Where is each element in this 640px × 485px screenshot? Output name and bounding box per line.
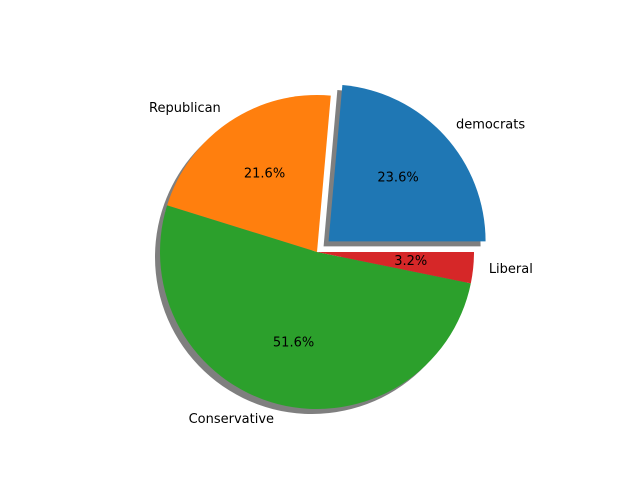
- pie-category-label-conservative: Conservative: [189, 412, 274, 427]
- pie-category-label-republican: Republican: [149, 101, 221, 116]
- pie-slice-layer: [159, 85, 486, 410]
- pie-slice-conservative: [159, 205, 471, 410]
- pie-label-layer: 23.6% democrats 21.6% Republican 51.6% Conser…: [149, 101, 533, 427]
- pie-percent-label-liberal: 3.2%: [394, 254, 427, 269]
- pie-percent-label-republican: 21.6%: [244, 166, 285, 181]
- pie-percent-label-conservative: 51.6%: [273, 336, 314, 351]
- pie-percent-label-democrats: 23.6%: [377, 170, 418, 185]
- pie-category-label-democrats: democrats: [456, 117, 525, 132]
- pie-category-label-liberal: Liberal: [489, 262, 533, 277]
- pie-slice-republican: [167, 95, 331, 252]
- pie-slice-democrats: [328, 85, 486, 242]
- pie-slice-liberal: [317, 252, 474, 284]
